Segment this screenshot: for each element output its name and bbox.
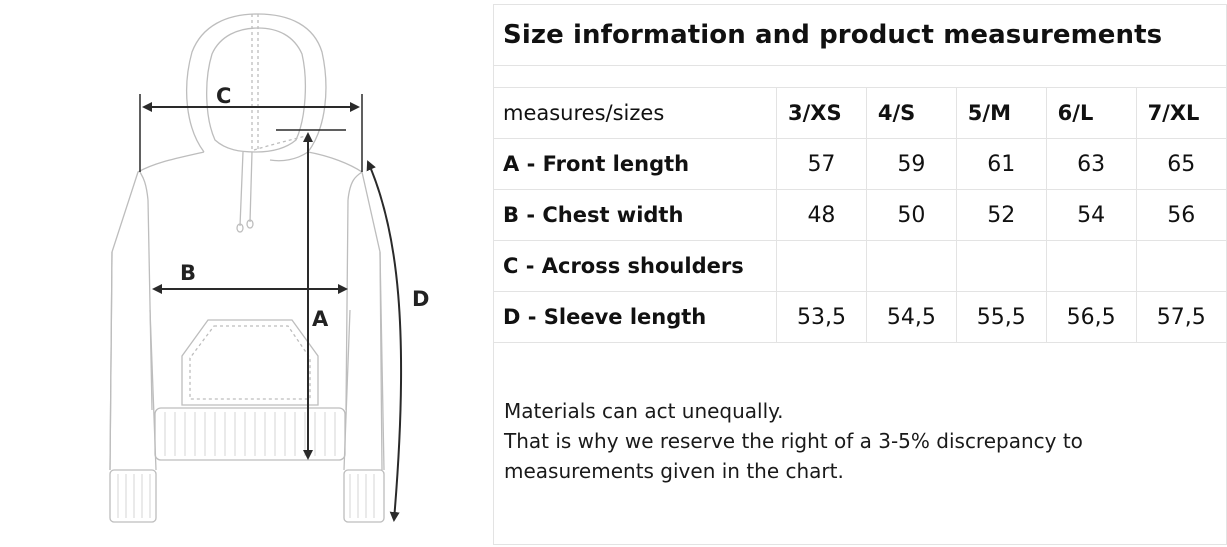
row-label: A - Front length <box>494 138 777 190</box>
table-header-row: measures/sizes 3/XS 4/S 5/M 6/L 7/XL <box>494 88 1226 139</box>
table-cell <box>866 240 957 292</box>
table-row: B - Chest width 48 50 52 54 56 <box>494 189 1226 241</box>
table-row: C - Across shoulders <box>494 240 1226 292</box>
spacer-row <box>494 66 1226 88</box>
table-cell: 54,5 <box>866 291 957 343</box>
header-label: measures/sizes <box>494 88 777 139</box>
table-cell <box>1046 240 1137 292</box>
letter-d: D <box>412 287 429 311</box>
table-cell: 53,5 <box>776 291 867 343</box>
hoodie-illustration: C B A D <box>109 13 429 523</box>
table-cell: 59 <box>866 138 957 190</box>
panel-title: Size information and product measurement… <box>503 20 1163 50</box>
table-cell <box>776 240 867 292</box>
hoodie-measurement-diagram: C B A D <box>0 0 490 547</box>
size-table: measures/sizes 3/XS 4/S 5/M 6/L 7/XL A -… <box>494 88 1226 343</box>
disclaimer-note: Materials can act unequally. That is why… <box>504 396 1083 486</box>
table-cell: 61 <box>956 138 1047 190</box>
note-line: measurements given in the chart. <box>504 459 844 483</box>
table-cell: 52 <box>956 189 1047 241</box>
table-cell: 57,5 <box>1136 291 1226 343</box>
table-cell: 55,5 <box>956 291 1047 343</box>
title-row: Size information and product measurement… <box>494 4 1226 66</box>
table-cell: 50 <box>866 189 957 241</box>
table-cell <box>956 240 1047 292</box>
row-label: D - Sleeve length <box>494 291 777 343</box>
letter-c: C <box>216 84 231 108</box>
table-row: A - Front length 57 59 61 63 65 <box>494 138 1226 190</box>
size-header: 3/XS <box>776 88 867 139</box>
size-header: 4/S <box>866 88 957 139</box>
size-info-panel: Size information and product measurement… <box>493 4 1227 545</box>
measurement-lines <box>139 94 403 522</box>
table-cell: 63 <box>1046 138 1137 190</box>
table-cell: 48 <box>776 189 867 241</box>
table-cell: 65 <box>1136 138 1226 190</box>
table-cell: 54 <box>1046 189 1137 241</box>
table-cell <box>1136 240 1226 292</box>
letter-b: B <box>180 261 196 285</box>
letter-a: A <box>312 307 329 331</box>
row-label: C - Across shoulders <box>494 240 777 292</box>
size-header: 6/L <box>1046 88 1137 139</box>
row-label: B - Chest width <box>494 189 777 241</box>
note-line: Materials can act unequally. <box>504 399 784 423</box>
table-cell: 57 <box>776 138 867 190</box>
size-header: 7/XL <box>1136 88 1226 139</box>
note-line: That is why we reserve the right of a 3-… <box>504 429 1083 453</box>
table-cell: 56 <box>1136 189 1226 241</box>
size-header: 5/M <box>956 88 1047 139</box>
hoodie-outline <box>109 13 385 523</box>
table-cell: 56,5 <box>1046 291 1137 343</box>
table-row: D - Sleeve length 53,5 54,5 55,5 56,5 57… <box>494 291 1226 343</box>
